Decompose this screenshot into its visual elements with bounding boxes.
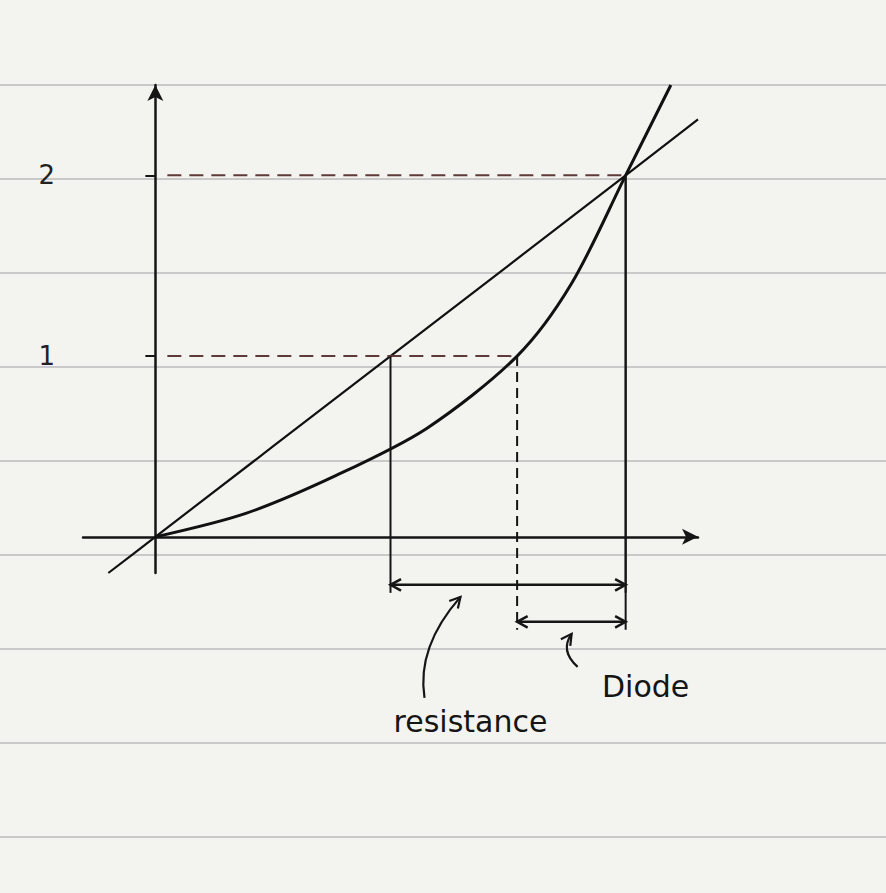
svg-text:Diode: Diode xyxy=(602,669,689,704)
svg-text:2: 2 xyxy=(38,160,55,190)
svg-text:1: 1 xyxy=(38,341,55,371)
svg-text:resistance: resistance xyxy=(394,704,548,739)
